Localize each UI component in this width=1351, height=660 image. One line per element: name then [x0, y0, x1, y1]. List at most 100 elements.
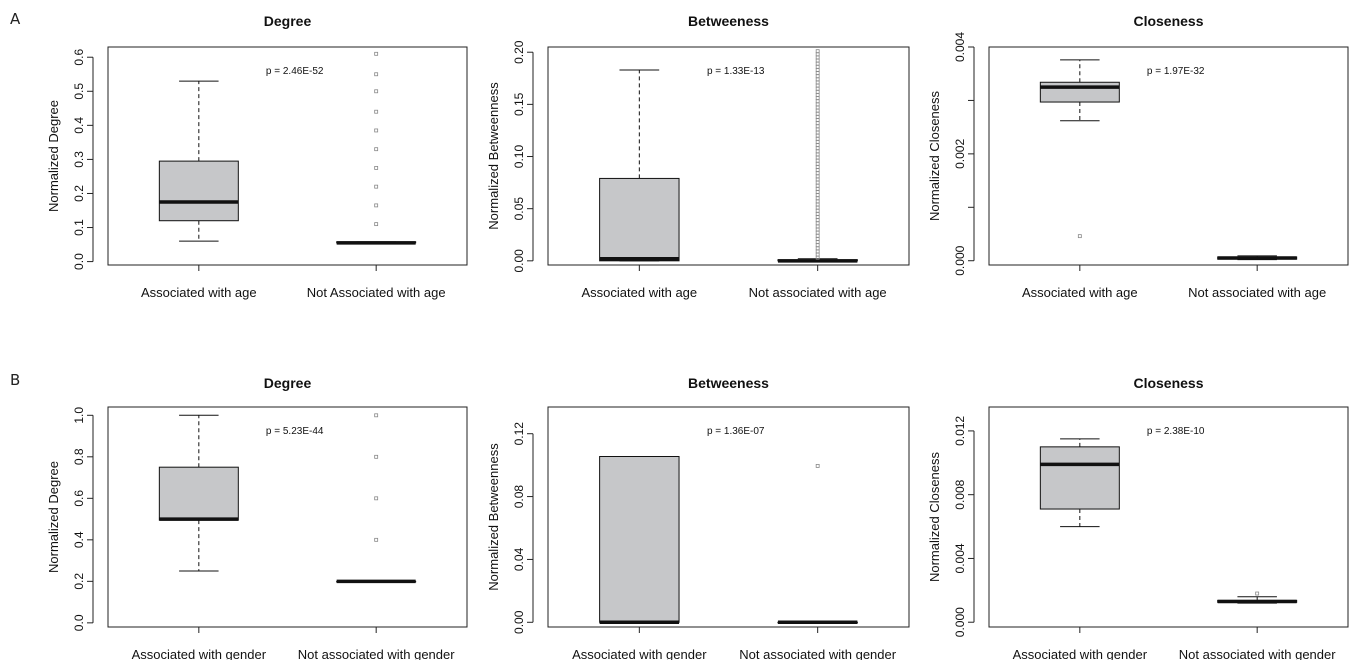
chart-title: Betweeness — [688, 13, 769, 29]
outlier-point — [374, 454, 379, 459]
y-axis-label: Normalized Degree — [46, 100, 61, 212]
outlier-point — [374, 496, 379, 501]
x-category-label: Not associated with gender — [1179, 647, 1336, 660]
outlier-point — [374, 147, 379, 152]
outlier-point — [374, 222, 379, 227]
outlier-point — [815, 74, 820, 79]
chart-panel: Betweeness 0.00 0.05 0.10 0.15 0.20 Normalized… — [486, 13, 910, 300]
y-tick-label: 0.05 — [512, 197, 526, 221]
outlier-point — [815, 61, 820, 66]
y-tick-label: 0.2 — [72, 573, 86, 590]
box-group — [336, 51, 417, 245]
outlier-point — [815, 68, 820, 72]
outlier-point — [815, 174, 820, 179]
y-axis-label: Normalized Betweenness — [486, 443, 501, 591]
outlier-point — [815, 196, 820, 201]
x-category-label: Associated with age — [141, 285, 257, 300]
x-category-label: Associated with gender — [1013, 647, 1148, 660]
outlier-point — [815, 143, 820, 147]
iqr-box — [599, 456, 680, 623]
outlier-point — [815, 199, 820, 204]
p-value-annotation: p = 2.38E-10 — [1147, 426, 1205, 437]
y-axis-label: Normalized Betweenness — [486, 82, 501, 230]
y-tick-label: 0.002 — [953, 139, 967, 169]
outlier-point — [815, 221, 820, 226]
y-tick-label: 0.20 — [512, 40, 526, 64]
outlier-point — [815, 168, 820, 172]
outlier-point — [815, 224, 820, 229]
outlier-point — [815, 246, 820, 251]
x-category-label: Associated with age — [582, 285, 698, 300]
chart-title: Closeness — [1133, 13, 1203, 29]
outlier-point — [815, 71, 820, 75]
outlier-point — [1255, 591, 1260, 596]
y-tick-label: 0.000 — [953, 607, 967, 637]
outlier-point — [815, 230, 820, 235]
p-value-annotation: p = 5.23E-44 — [266, 426, 324, 437]
outlier-point — [374, 109, 379, 114]
outlier-point — [815, 240, 820, 244]
y-axis-label: Normalized Closeness — [927, 90, 942, 221]
outlier-point — [374, 203, 379, 208]
outlier-point — [374, 51, 379, 56]
outlier-point — [374, 166, 379, 170]
outlier-point — [815, 211, 820, 216]
y-axis-label: Normalized Degree — [46, 461, 61, 573]
outlier-point — [815, 49, 820, 54]
outlier-point — [815, 186, 820, 191]
box-group — [336, 413, 417, 584]
y-tick-label: 0.2 — [72, 185, 86, 202]
p-value-annotation: p = 1.97E-32 — [1147, 66, 1205, 77]
y-tick-label: 0.4 — [72, 531, 86, 548]
outlier-point — [815, 89, 820, 94]
p-value-annotation: p = 1.36E-07 — [707, 426, 765, 437]
chart-panel: Degree 0.0 0.1 0.2 0.3 0.4 0.5 0.6 Normalized De… — [46, 13, 468, 300]
x-category-label: Associated with gender — [132, 647, 267, 660]
y-tick-label: 0.8 — [72, 448, 86, 465]
outlier-point — [815, 152, 820, 157]
box-group — [1039, 438, 1120, 528]
outlier-point — [374, 128, 379, 133]
outlier-point — [815, 80, 820, 85]
y-tick-label: 0.04 — [512, 547, 526, 571]
y-tick-label: 0.6 — [72, 49, 86, 66]
chart-title: Degree — [264, 13, 312, 29]
chart-panel: Betweeness 0.00 0.04 0.08 0.12 Normalized Bet… — [486, 375, 910, 660]
plot-frame — [107, 46, 468, 266]
iqr-box — [599, 177, 680, 262]
y-tick-label: 0.6 — [72, 490, 86, 507]
outlier-point — [815, 127, 820, 132]
box-group — [1217, 255, 1298, 261]
y-tick-label: 0.008 — [953, 479, 967, 509]
outlier-point — [815, 124, 820, 129]
outlier-point — [815, 190, 820, 194]
outlier-point — [374, 184, 379, 189]
outlier-point — [815, 464, 820, 468]
box-group — [777, 464, 858, 625]
y-tick-label: 0.012 — [953, 416, 967, 446]
plot-frame — [988, 46, 1349, 266]
x-category-label: Not associated with gender — [739, 647, 896, 660]
outlier-point — [815, 121, 820, 126]
x-category-label: Not associated with age — [749, 285, 887, 300]
outlier-point — [815, 237, 820, 241]
x-category-label: Not associated with gender — [298, 647, 455, 660]
y-tick-label: 0.004 — [953, 543, 967, 573]
outlier-point — [815, 58, 820, 63]
y-tick-label: 0.08 — [512, 485, 526, 509]
outlier-point — [815, 149, 820, 154]
chart-title: Betweeness — [688, 375, 769, 391]
y-tick-label: 0.3 — [72, 151, 86, 168]
outlier-point — [815, 252, 820, 257]
outlier-point — [1077, 234, 1082, 239]
y-tick-label: 0.1 — [72, 219, 86, 236]
outlier-point — [815, 233, 820, 238]
outlier-point — [815, 202, 820, 207]
outlier-point — [815, 146, 820, 151]
box-group — [599, 456, 680, 625]
outlier-point — [815, 140, 820, 144]
box-group — [1217, 591, 1298, 604]
y-axis-label: Normalized Closeness — [927, 451, 942, 582]
outlier-point — [815, 114, 820, 119]
outlier-point — [815, 96, 820, 101]
